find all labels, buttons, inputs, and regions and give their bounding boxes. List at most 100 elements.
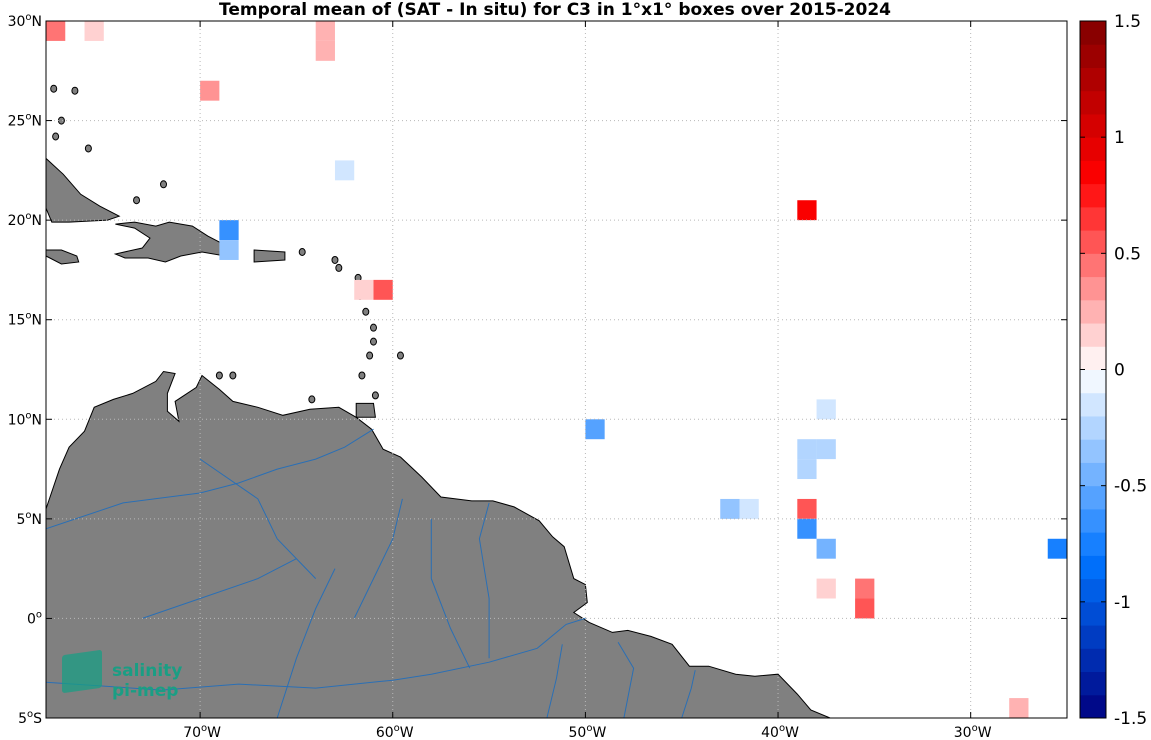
island	[369, 337, 377, 346]
island	[371, 391, 379, 400]
colorbar-segment	[1080, 44, 1106, 68]
colorbar-tick-label: 1.5	[1114, 12, 1141, 32]
data-cell	[816, 538, 836, 559]
data-cell	[816, 399, 836, 420]
island	[71, 86, 79, 95]
colorbar-segment	[1080, 276, 1106, 301]
data-cell	[797, 498, 817, 519]
data-cell	[739, 498, 759, 519]
data-cell	[797, 439, 817, 460]
river	[546, 644, 563, 718]
colorbar-segment	[1080, 21, 1106, 45]
colorbar-segment	[1080, 113, 1106, 138]
colorbar-tick-label: -0.5	[1114, 477, 1147, 497]
island	[396, 351, 404, 360]
island	[366, 351, 374, 360]
data-cell	[855, 578, 875, 599]
salinity-pi-mep-logo: salinity pi-mep	[62, 650, 182, 701]
data-cell	[816, 439, 836, 460]
colorbar-segment	[1080, 67, 1106, 92]
y-tick-label: 25oN	[8, 112, 42, 130]
colorbar-segment	[1080, 415, 1106, 440]
island	[215, 371, 223, 380]
y-tick-label: 10oN	[8, 410, 42, 428]
colorbar-tick-label: -1.5	[1114, 709, 1147, 729]
colorbar-segment	[1080, 253, 1106, 278]
island	[133, 196, 141, 205]
colorbar-segment	[1080, 392, 1106, 417]
river	[199, 458, 317, 579]
island	[298, 248, 306, 257]
data-cell	[816, 578, 836, 599]
data-cell	[1047, 538, 1067, 559]
colorbar-segment	[1080, 206, 1106, 231]
x-tick-label: 40oW	[761, 723, 799, 740]
island	[52, 132, 60, 141]
island	[369, 323, 377, 332]
colorbar: 1.5 1 0.5 0 -0.5 -1 -1.5	[1079, 12, 1147, 729]
river	[276, 568, 336, 718]
colorbar-tick-label: 1	[1114, 128, 1125, 148]
colorbar-segment	[1080, 299, 1106, 324]
colorbar-segment	[1080, 230, 1106, 254]
data-cell	[585, 419, 605, 440]
colorbar-tick-label: 0	[1114, 361, 1125, 381]
y-tick-label: 30oN	[8, 12, 42, 30]
colorbar-segment	[1080, 671, 1106, 696]
island	[50, 84, 58, 93]
colorbar-segment	[1080, 648, 1106, 673]
island	[229, 371, 237, 380]
data-cell	[373, 279, 393, 300]
colorbar-tick-label: -1	[1114, 593, 1131, 613]
data-cell	[797, 200, 817, 221]
y-tick-label: 5oS	[18, 709, 42, 727]
y-tick-label: 5oN	[16, 510, 42, 528]
island	[358, 371, 366, 380]
data-cell	[200, 80, 220, 101]
map-title: Temporal mean of (SAT - In situ) for C3 …	[219, 0, 891, 20]
island	[308, 395, 316, 404]
data-cell	[855, 598, 875, 619]
data-cell	[315, 21, 335, 41]
colorbar-segment	[1080, 346, 1106, 370]
data-cell	[46, 21, 66, 41]
colorbar-segment	[1080, 625, 1106, 649]
colorbar-segment	[1080, 369, 1106, 394]
river	[681, 670, 696, 718]
jamaica-land	[46, 249, 80, 265]
hispaniola-land	[113, 221, 232, 263]
y-tick-label: 0o	[27, 609, 42, 627]
puerto-rico-land	[253, 249, 286, 263]
y-tick-label: 15oN	[8, 311, 42, 329]
island	[84, 144, 92, 153]
colorbar-segment	[1080, 160, 1106, 185]
x-tick-label: 30oW	[954, 723, 992, 740]
logo-line2: pi-mep	[112, 681, 178, 701]
river	[478, 502, 490, 659]
cuba-land	[46, 157, 121, 223]
island	[335, 263, 343, 272]
island	[362, 307, 370, 316]
data-cells	[46, 21, 1067, 718]
river	[353, 498, 403, 619]
river	[46, 617, 586, 691]
data-cell	[720, 498, 740, 519]
data-cell	[315, 40, 335, 61]
island	[57, 116, 65, 125]
data-cell	[354, 279, 374, 300]
data-cell	[219, 220, 239, 241]
colorbar-segment	[1080, 323, 1106, 347]
data-cell	[1009, 698, 1029, 718]
grid-lines	[46, 21, 1067, 718]
island	[160, 180, 168, 189]
colorbar-segment	[1080, 532, 1106, 556]
x-tick-label: 60oW	[376, 723, 414, 740]
south-america-land	[46, 370, 835, 718]
data-cell	[797, 518, 817, 539]
river	[142, 558, 297, 619]
colorbar-segment	[1080, 555, 1106, 580]
colorbar-segment	[1080, 183, 1106, 208]
colorbar-segment	[1080, 578, 1106, 603]
island	[331, 255, 339, 264]
